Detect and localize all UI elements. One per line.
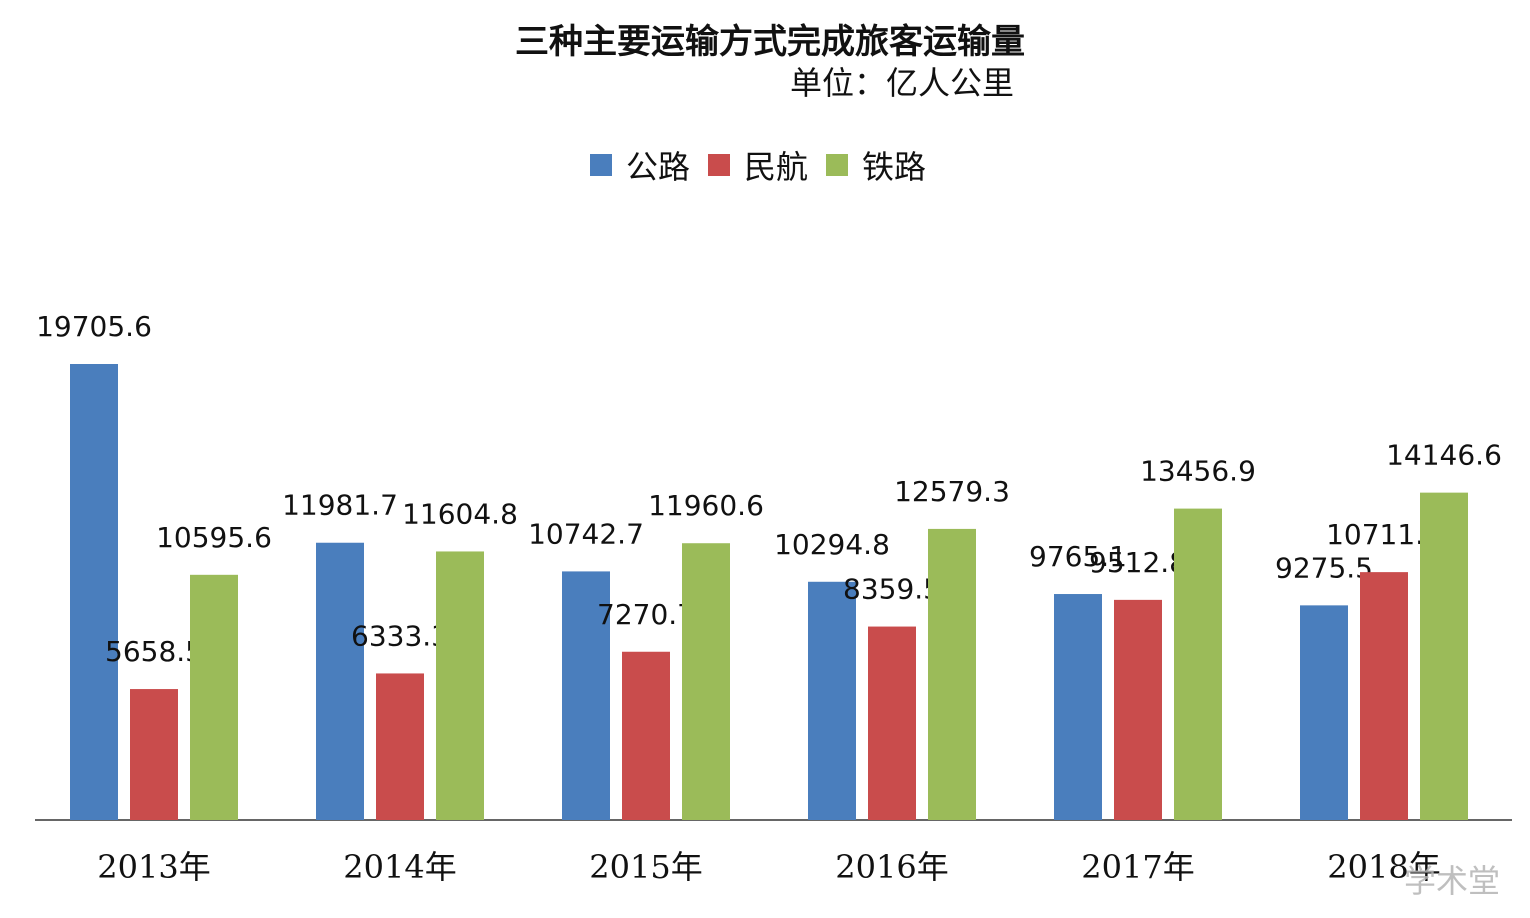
- bar-aviation-0: [130, 689, 178, 820]
- data-label-railway-5: 14146.6: [1386, 439, 1502, 472]
- data-label-railway-1: 11604.8: [402, 497, 518, 530]
- data-label-highway-3: 10294.8: [774, 528, 890, 561]
- legend-label-highway: 公路: [626, 148, 691, 186]
- legend-label-aviation: 民航: [744, 148, 809, 186]
- bar-aviation-1: [376, 673, 424, 820]
- bar-aviation-3: [868, 626, 916, 820]
- data-label-highway-1: 11981.7: [282, 489, 398, 522]
- x-tick-label-1: 2014年: [343, 848, 456, 886]
- bar-railway-4: [1174, 508, 1222, 820]
- bar-railway-3: [928, 528, 976, 820]
- data-label-aviation-0: 5658.5: [105, 635, 203, 668]
- legend-item-railway: 铁路: [826, 142, 926, 188]
- bar-highway-0: [70, 364, 118, 820]
- chart-title: 三种主要运输方式完成旅客运输量: [515, 22, 1025, 62]
- bar-railway-1: [436, 551, 484, 820]
- legend-swatch-aviation: [708, 154, 731, 176]
- data-label-railway-2: 11960.6: [648, 489, 764, 522]
- data-label-aviation-4: 9512.8: [1089, 546, 1187, 579]
- chart-subtitle: 单位：亿人公里: [790, 64, 1015, 102]
- bar-aviation-5: [1360, 572, 1408, 820]
- data-label-highway-4: 9765.1: [1029, 540, 1127, 573]
- x-tick-label-4: 2017年: [1081, 848, 1194, 886]
- bar-highway-1: [316, 542, 364, 820]
- bar-highway-5: [1300, 605, 1348, 820]
- x-tick-label-0: 2013年: [97, 848, 210, 886]
- data-label-railway-0: 10595.6: [156, 521, 272, 554]
- bar-highway-4: [1054, 594, 1102, 820]
- bar-railway-5: [1420, 492, 1468, 820]
- bar-aviation-4: [1114, 599, 1162, 820]
- bar-highway-2: [562, 571, 610, 820]
- legend-swatch-highway: [590, 154, 612, 176]
- x-tick-label-5: 2018年: [1327, 848, 1440, 886]
- watermark: 学术堂: [1403, 862, 1500, 900]
- data-label-railway-4: 13456.9: [1140, 455, 1256, 488]
- legend-item-highway: 公路: [590, 142, 690, 188]
- x-tick-label-3: 2016年: [835, 848, 948, 886]
- bar-highway-3: [808, 581, 856, 820]
- legend-swatch-railway: [826, 154, 849, 176]
- bar-railway-2: [682, 543, 730, 820]
- data-label-aviation-1: 6333.3: [351, 619, 449, 652]
- x-tick-label-2: 2015年: [589, 848, 702, 886]
- data-label-highway-5: 9275.5: [1275, 551, 1373, 584]
- data-label-highway-2: 10742.7: [528, 517, 644, 550]
- data-label-railway-3: 12579.3: [894, 475, 1010, 508]
- data-label-aviation-2: 7270.7: [597, 598, 695, 631]
- legend-label-railway: 铁路: [862, 148, 927, 186]
- bar-railway-0: [190, 574, 238, 820]
- legend-item-aviation: 民航: [708, 142, 808, 188]
- data-label-highway-0: 19705.6: [36, 310, 152, 343]
- bar-aviation-2: [622, 651, 670, 820]
- legend: 公路 民航 铁路: [590, 142, 926, 188]
- data-label-aviation-3: 8359.5: [843, 573, 941, 606]
